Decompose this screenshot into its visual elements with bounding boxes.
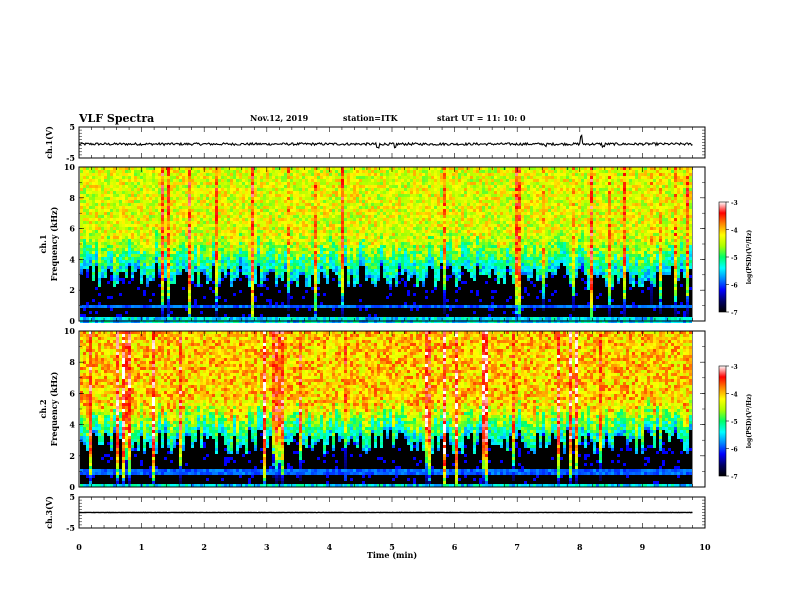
y-tick-label: 10 <box>64 162 76 172</box>
x-tick-label: 3 <box>264 542 270 552</box>
colorbar <box>718 201 727 313</box>
colorbar-label: log(PSD)(V²/Hz) <box>746 394 753 449</box>
colorbar-tick-label: -7 <box>731 474 738 481</box>
spectrogram-2 <box>80 331 693 487</box>
y-tick-label: 6 <box>69 224 75 234</box>
y-axis-label: ch.1(V) <box>44 126 54 159</box>
spectrogram-1 <box>80 167 693 323</box>
y-axis-label-frequency: Frequency (kHz) <box>49 206 59 281</box>
y-tick-label: -5 <box>66 523 75 533</box>
x-tick-label: 8 <box>577 542 583 552</box>
x-tick-label: 1 <box>139 542 145 552</box>
x-tick-label: 0 <box>76 542 82 552</box>
y-tick-label: 0 <box>69 482 75 492</box>
colorbar-tick-label: -6 <box>731 283 738 290</box>
y-axis-label-frequency: Frequency (kHz) <box>49 371 59 446</box>
colorbar-tick-label: -7 <box>731 310 738 317</box>
y-tick-label: 2 <box>69 451 75 461</box>
colorbar-tick-label: -4 <box>731 228 738 235</box>
y-tick-label: 5 <box>69 492 75 502</box>
y-axis-label: ch.1 <box>38 234 48 253</box>
x-tick-label: 2 <box>201 542 207 552</box>
x-tick-label: 5 <box>389 542 395 552</box>
colorbar <box>718 365 727 477</box>
y-tick-label: 4 <box>69 254 75 264</box>
y-axis-label: ch.2 <box>38 399 48 418</box>
station-label: station=ITK <box>343 113 398 123</box>
chart-title: VLF Spectra <box>79 112 155 125</box>
colorbar-tick-label: -3 <box>731 364 738 371</box>
x-tick-label: 6 <box>452 542 458 552</box>
x-tick-label: 10 <box>699 542 711 552</box>
colorbar-tick-label: -5 <box>731 419 738 426</box>
colorbar-label: log(PSD)(V²/Hz) <box>746 230 753 285</box>
colorbar-tick-label: -6 <box>731 447 738 454</box>
y-tick-label: 8 <box>69 193 75 203</box>
y-tick-label: 4 <box>69 420 75 430</box>
y-tick-label: 5 <box>69 122 75 132</box>
x-axis-label: Time (min) <box>367 550 417 560</box>
y-tick-label: 0 <box>69 316 75 326</box>
y-tick-label: -5 <box>66 153 75 163</box>
y-tick-label: 6 <box>69 388 75 398</box>
y-axis-label: ch.3(V) <box>44 496 54 529</box>
x-tick-label: 4 <box>327 542 333 552</box>
x-tick-label: 9 <box>640 542 646 552</box>
x-tick-label: 7 <box>514 542 520 552</box>
waveform-trace <box>78 134 693 149</box>
colorbar-tick-label: -4 <box>731 392 738 399</box>
date-label: Nov.12, 2019 <box>250 113 309 123</box>
colorbar-tick-label: -5 <box>731 255 738 262</box>
colorbar-tick-label: -3 <box>731 200 738 207</box>
y-tick-label: 8 <box>69 357 75 367</box>
y-tick-label: 2 <box>69 285 75 295</box>
start-time-label: start UT = 11: 10: 0 <box>437 113 526 123</box>
y-tick-label: 10 <box>64 326 76 336</box>
